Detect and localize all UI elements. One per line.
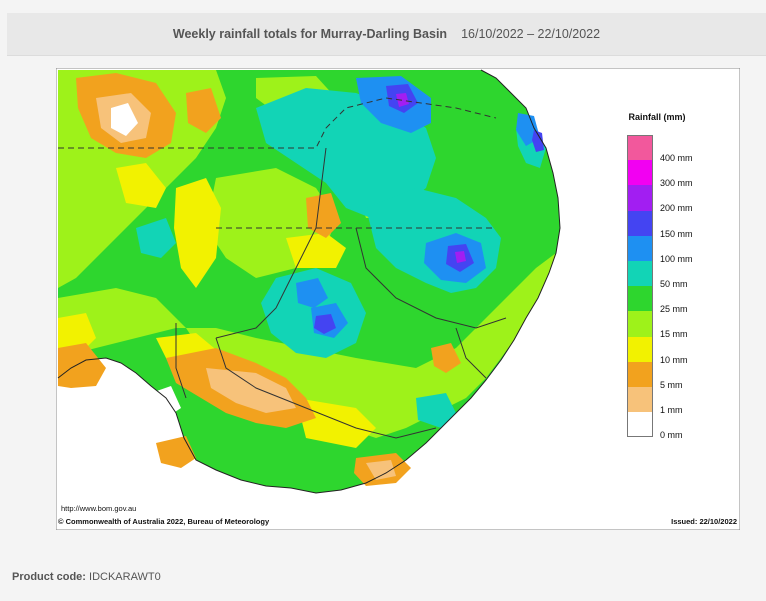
legend-label: 5 mm <box>660 379 683 390</box>
legend-label: 200 mm <box>660 203 693 214</box>
legend-swatch <box>627 210 653 236</box>
legend-swatch <box>627 412 653 438</box>
legend-swatch <box>627 311 653 337</box>
legend-item: 200 mm <box>627 185 717 214</box>
legend-label: 150 mm <box>660 228 693 239</box>
rainfall-map-panel: Rainfall (mm) 400 mm 300 mm 200 mm 150 mm 10… <box>56 68 740 530</box>
legend-item: 150 mm <box>627 210 717 239</box>
legend-label: 400 mm <box>660 153 693 163</box>
legend-item: 100 mm <box>627 235 717 264</box>
legend-label: 15 mm <box>660 329 688 340</box>
legend-item: 0 mm <box>627 412 717 441</box>
legend-label: 50 mm <box>660 279 688 289</box>
legend-swatch <box>627 135 653 161</box>
legend-label: 1 mm <box>660 405 683 415</box>
legend-swatch <box>627 336 653 362</box>
legend-item: 15 mm <box>627 311 717 340</box>
legend-item: 5 mm <box>627 361 717 390</box>
legend-swatch <box>627 361 653 387</box>
legend-item: 10 mm <box>627 336 717 365</box>
legend-swatch <box>627 286 653 312</box>
legend-item: 400 mm <box>627 135 717 163</box>
rainfall-map <box>56 68 740 530</box>
legend-swatch <box>627 235 653 261</box>
source-url: http://www.bom.gov.au <box>61 504 137 513</box>
legend-label: 100 mm <box>660 253 693 264</box>
legend-title: Rainfall (mm) <box>628 112 686 122</box>
product-code-label: Product code: <box>12 571 86 583</box>
legend-swatch <box>627 261 653 287</box>
product-code: Product code: IDCKARAWT0 <box>12 571 161 583</box>
legend-swatch <box>627 387 653 413</box>
issued-date: Issued: 22/10/2022 <box>671 517 737 526</box>
legend-item: 1 mm <box>627 387 717 415</box>
legend-label: 300 mm <box>660 178 693 189</box>
legend-item: 50 mm <box>627 261 717 289</box>
legend-swatch <box>627 185 653 211</box>
legend-swatch <box>627 160 653 186</box>
legend-label: 10 mm <box>660 354 688 365</box>
copyright-text: © Commonwealth of Australia 2022, Bureau… <box>58 517 270 526</box>
legend-label: 25 mm <box>660 304 688 315</box>
legend-item: 300 mm <box>627 160 717 189</box>
legend-label: 0 mm <box>660 430 683 441</box>
title-bar: Weekly rainfall totals for Murray-Darlin… <box>7 13 766 56</box>
date-range: 16/10/2022 – 22/10/2022 <box>461 27 601 41</box>
map-title: Weekly rainfall totals for Murray-Darlin… <box>172 27 448 41</box>
legend-item: 25 mm <box>627 286 717 315</box>
product-code-value: IDCKARAWT0 <box>89 571 161 583</box>
